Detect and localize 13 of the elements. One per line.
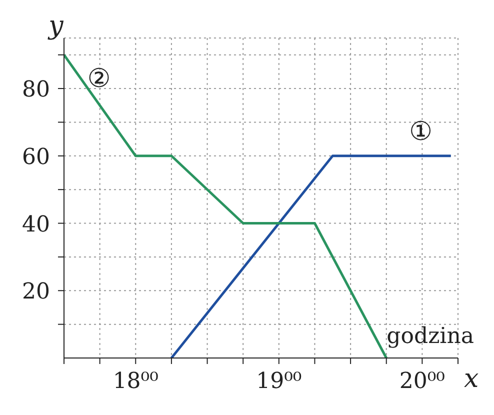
y-tick-label: 40 (22, 212, 50, 238)
series-label: ① (409, 116, 432, 147)
y-tick-label: 60 (22, 144, 50, 170)
series-label: ② (87, 64, 111, 94)
x-tick-label: 18⁰⁰ (112, 369, 159, 394)
x-axis-title: x (464, 364, 479, 394)
x-tick-label: 20⁰⁰ (399, 369, 446, 394)
x-tick-label: 19⁰⁰ (256, 369, 302, 394)
y-tick-label: 80 (22, 78, 50, 103)
y-axis-title: y (48, 11, 64, 41)
y-tick-label: 20 (22, 280, 50, 305)
line-series (64, 54, 388, 358)
annotation: godzina (386, 324, 474, 349)
